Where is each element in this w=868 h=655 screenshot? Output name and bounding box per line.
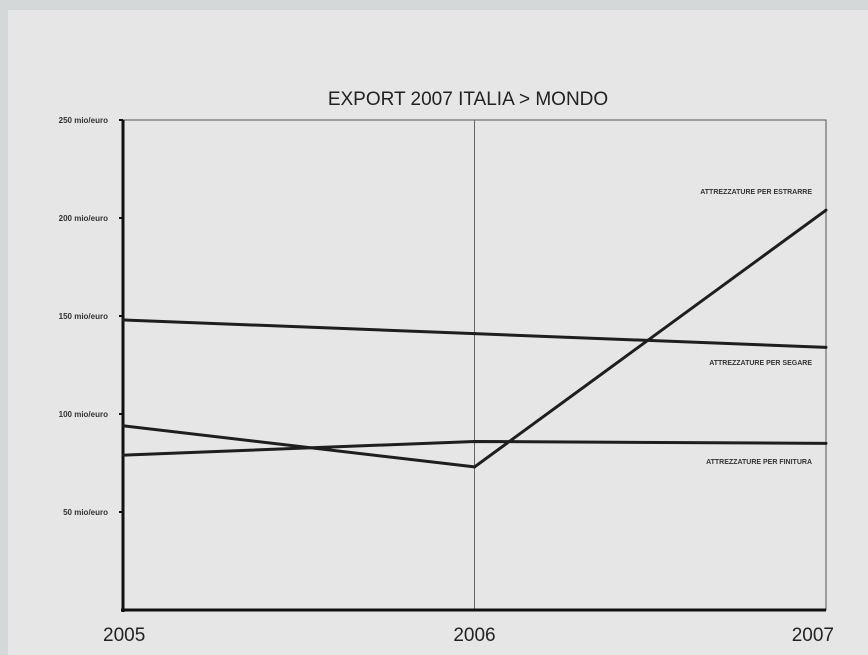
data-point (121, 424, 125, 428)
series-label: ATTREZZATURE PER ESTRARRE (700, 189, 812, 196)
x-tick-label: 2007 (792, 625, 834, 646)
data-point (121, 453, 125, 457)
data-point (824, 345, 828, 349)
data-point (824, 208, 828, 212)
y-tick-label: 250 mio/euro (59, 116, 108, 125)
series-label: ATTREZZATURE PER SEGARE (709, 360, 812, 367)
data-point (824, 441, 828, 445)
chart-title: EXPORT 2007 ITALIA > MONDO (328, 89, 608, 110)
y-tick-label: 150 mio/euro (59, 312, 108, 321)
data-point (121, 318, 125, 322)
data-point (473, 465, 476, 469)
y-tick-label: 100 mio/euro (59, 410, 108, 419)
y-tick-label: 200 mio/euro (59, 214, 108, 223)
y-tick-label: 50 mio/euro (63, 508, 108, 517)
x-tick-label: 2005 (103, 625, 145, 646)
data-point (473, 439, 476, 443)
x-tick-label: 2006 (453, 625, 495, 646)
data-point (473, 332, 476, 336)
series-label: ATTREZZATURE PER FINITURA (706, 459, 812, 466)
